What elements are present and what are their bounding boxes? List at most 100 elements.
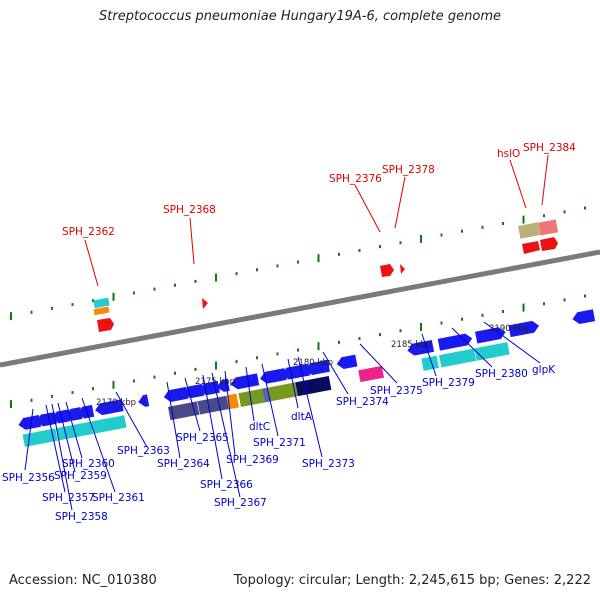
gene-label[interactable]: SPH_2360 [62, 458, 115, 470]
tick-mark [440, 233, 443, 237]
gene-label[interactable]: SPH_2369 [226, 454, 279, 466]
gene-box[interactable] [295, 375, 332, 397]
gene-label[interactable]: SPH_2374 [336, 396, 389, 408]
gene-arrow[interactable] [229, 373, 260, 390]
tick-mark [235, 272, 238, 276]
gene-track-above [93, 219, 559, 332]
tick-mark [174, 283, 176, 287]
gene-label[interactable]: SPH_2379 [422, 377, 475, 389]
gene-arrow[interactable] [304, 359, 330, 376]
tick-mark [133, 291, 135, 295]
gene-arrow[interactable] [571, 309, 596, 325]
gene-label[interactable]: SPH_2363 [117, 445, 170, 457]
gene-box[interactable] [518, 222, 541, 239]
tick-mark [30, 310, 33, 314]
tick-mark [112, 292, 115, 301]
tick-mark [235, 360, 238, 364]
gene-label[interactable]: glpK [532, 364, 556, 376]
tick-mark [358, 248, 361, 252]
tick-mark [133, 379, 135, 383]
tick-row-upper [10, 206, 586, 321]
gene-arrow[interactable] [437, 333, 474, 351]
gene-label[interactable]: dltC [249, 421, 270, 433]
gene-box[interactable] [538, 219, 559, 236]
gene-box[interactable] [473, 341, 511, 362]
tick-mark [71, 391, 74, 395]
gene-labels-above: SPH_2362 SPH_2368 SPH_2376 SPH_2378 hslO… [62, 142, 576, 238]
gene-box[interactable] [93, 306, 110, 316]
leader-lines-above [84, 154, 549, 287]
gene-label[interactable]: SPH_2367 [214, 497, 267, 509]
gene-label[interactable]: SPH_2376 [329, 173, 382, 185]
gene-label[interactable]: SPH_2356 [2, 472, 55, 484]
gene-label[interactable]: SPH_2378 [382, 164, 435, 176]
tick-mark [317, 342, 320, 351]
tick-mark [256, 268, 258, 272]
gene-box[interactable] [420, 355, 440, 372]
gene-label[interactable]: SPH_2368 [163, 204, 216, 216]
tick-mark [10, 400, 12, 409]
tick-mark [30, 398, 33, 402]
gene-label[interactable]: SPH_2373 [302, 458, 355, 470]
tick-mark [10, 312, 12, 321]
gene-arrow[interactable] [76, 404, 95, 420]
gene-box[interactable] [196, 395, 230, 416]
gene-label[interactable]: SPH_2364 [157, 458, 210, 470]
gene-track-2 [21, 341, 511, 448]
gene-arrow[interactable] [400, 264, 405, 274]
gene-arrow[interactable] [137, 394, 150, 408]
gene-arrow[interactable] [64, 407, 83, 422]
gene-arrow[interactable] [182, 383, 205, 400]
gene-arrow[interactable] [163, 386, 189, 403]
gene-label[interactable]: hslO [497, 148, 520, 160]
gene-box[interactable] [226, 393, 240, 410]
tick-mark [338, 340, 340, 344]
tick-mark [51, 306, 53, 310]
gene-label[interactable]: SPH_2366 [200, 479, 253, 491]
gene-arrow[interactable] [281, 363, 311, 381]
tick-mark [112, 380, 115, 389]
gene-arrow[interactable] [94, 399, 124, 416]
gene-label[interactable]: SPH_2365 [176, 432, 229, 444]
gene-box[interactable] [93, 297, 110, 309]
gene-label[interactable]: SPH_2357 [42, 492, 95, 504]
gene-arrow[interactable] [508, 320, 540, 338]
gene-box[interactable] [267, 382, 298, 402]
gene-box[interactable] [238, 388, 265, 407]
gene-label[interactable]: SPH_2358 [55, 511, 108, 523]
gene-arrow[interactable] [540, 237, 558, 251]
genome-axis [0, 249, 600, 368]
tick-mark [420, 322, 422, 331]
tick-mark [543, 302, 545, 306]
tick-mark [317, 254, 320, 263]
tick-mark [51, 394, 53, 398]
gene-box[interactable] [438, 347, 477, 369]
scale-label: 2170 kbp [96, 398, 136, 408]
tick-mark [502, 309, 504, 313]
gene-arrow[interactable] [475, 326, 507, 344]
gene-arrow[interactable] [202, 298, 208, 309]
gene-label[interactable]: SPH_2384 [523, 142, 576, 154]
gene-box[interactable] [358, 365, 385, 383]
tick-row-lower [10, 294, 586, 409]
gene-box[interactable] [167, 400, 201, 421]
gene-arrow[interactable] [259, 368, 287, 385]
gene-arrow[interactable] [380, 264, 394, 277]
gene-arrow[interactable] [97, 318, 114, 332]
gene-label[interactable]: SPH_2371 [253, 437, 306, 449]
gene-label[interactable]: SPH_2380 [475, 368, 528, 380]
leader-lines-below [24, 321, 541, 511]
gene-arrow[interactable] [35, 411, 57, 428]
gene-label[interactable]: SPH_2375 [370, 385, 423, 397]
gene-box[interactable] [90, 414, 128, 435]
gene-label[interactable]: dltA [291, 411, 313, 423]
gene-arrow[interactable] [17, 414, 42, 431]
scale-label: 2190 kbp [489, 324, 529, 334]
gene-label[interactable]: SPH_2362 [62, 226, 115, 238]
tick-mark [522, 303, 525, 312]
gene-label[interactable]: SPH_2361 [92, 492, 145, 504]
tick-mark [420, 234, 422, 243]
gene-arrow[interactable] [336, 354, 358, 371]
gene-arrow[interactable] [522, 241, 540, 254]
gene-label[interactable]: SPH_2359 [54, 470, 107, 482]
